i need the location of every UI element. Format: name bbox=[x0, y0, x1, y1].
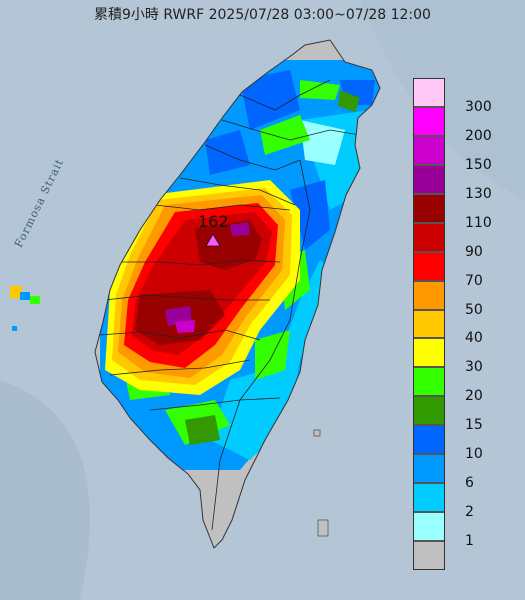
legend-swatch bbox=[413, 164, 445, 194]
penghu-island bbox=[10, 286, 22, 298]
legend-swatch bbox=[413, 396, 445, 426]
legend-label: 200 bbox=[465, 127, 492, 144]
sea-shade bbox=[0, 380, 90, 600]
legend-label: 6 bbox=[465, 475, 474, 492]
legend-label: 20 bbox=[465, 388, 483, 405]
legend-label: 10 bbox=[465, 446, 483, 463]
legend-label: 40 bbox=[465, 330, 483, 347]
penghu-island-3 bbox=[30, 296, 40, 304]
coastline bbox=[94, 39, 381, 549]
legend-swatch bbox=[413, 222, 445, 252]
legend-swatch bbox=[413, 367, 445, 397]
legend-swatch bbox=[413, 106, 445, 136]
legend-label: 150 bbox=[465, 156, 492, 173]
legend-label: 30 bbox=[465, 359, 483, 376]
legend-label: 2 bbox=[465, 504, 474, 521]
legend-label: 1 bbox=[465, 533, 474, 550]
legend-label: 50 bbox=[465, 301, 483, 318]
legend-swatch bbox=[413, 280, 445, 310]
legend-label: 90 bbox=[465, 243, 483, 260]
map-title: 累積9小時 RWRF 2025/07/28 03:00~07/28 12:00 bbox=[94, 7, 431, 23]
legend-swatch bbox=[413, 454, 445, 484]
legend-swatch bbox=[413, 338, 445, 368]
legend-label: 300 bbox=[465, 98, 492, 115]
legend-label: 70 bbox=[465, 272, 483, 289]
legend-swatch bbox=[413, 135, 445, 165]
max-value-label: 162 bbox=[198, 212, 229, 231]
orchid-island bbox=[317, 519, 329, 537]
legend-swatch bbox=[413, 78, 445, 107]
penghu-islet bbox=[12, 326, 17, 331]
legend-label: 130 bbox=[465, 185, 492, 202]
legend-swatch bbox=[413, 425, 445, 455]
max-triangle-icon bbox=[205, 233, 221, 247]
legend-swatch bbox=[413, 483, 445, 513]
legend-swatch bbox=[413, 309, 445, 339]
legend-swatch bbox=[413, 512, 445, 542]
legend-label: 110 bbox=[465, 214, 492, 231]
county-borders bbox=[99, 79, 361, 531]
green-island bbox=[313, 429, 321, 437]
legend-swatch bbox=[413, 193, 445, 223]
legend-label: 15 bbox=[465, 417, 483, 434]
legend-swatch bbox=[413, 251, 445, 281]
penghu-island-2 bbox=[20, 292, 30, 300]
legend-swatch bbox=[413, 541, 445, 570]
